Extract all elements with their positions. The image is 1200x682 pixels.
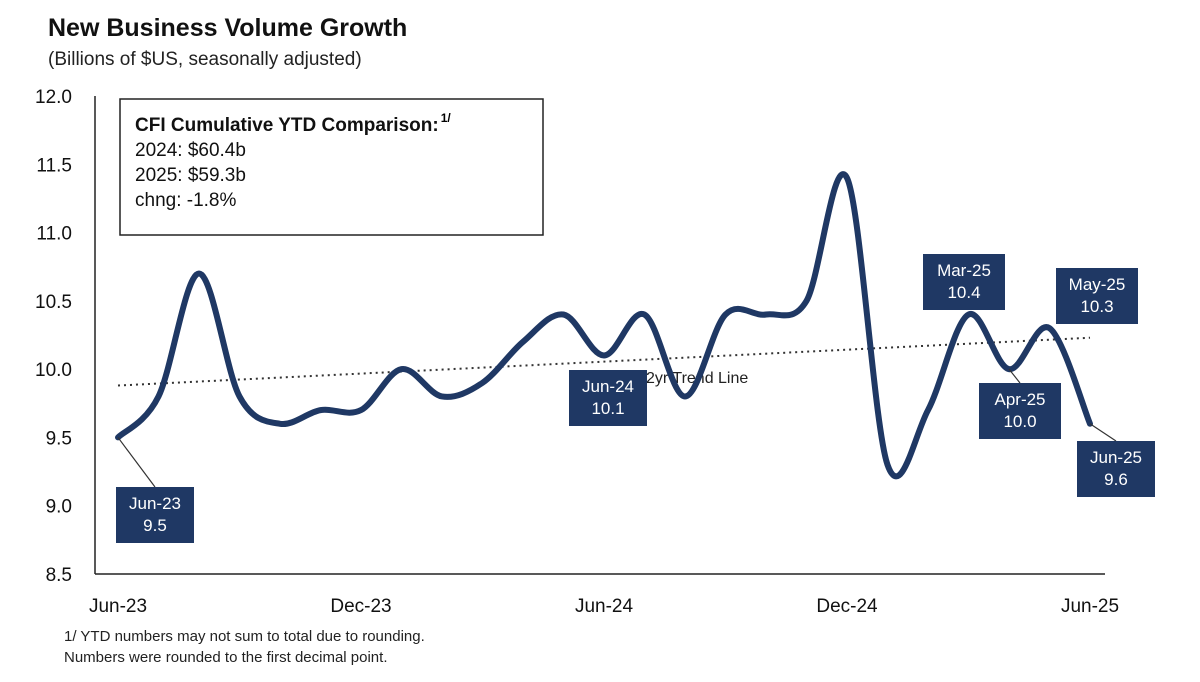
callout-box (1077, 441, 1155, 497)
y-tick-label: 10.0 (35, 360, 72, 381)
ytd-comparison-box: CFI Cumulative YTD Comparison: 1/2024: $6… (119, 98, 544, 236)
callout-label: 10.1 (591, 399, 624, 418)
callout-leader-line (117, 437, 156, 488)
footnote-line-2: Numbers were rounded to the first decima… (64, 649, 388, 666)
callout-box (116, 487, 194, 543)
ytd-line: 2024: $60.4b (135, 140, 246, 161)
callout-leader-line (1008, 368, 1021, 384)
callout-label: 9.6 (1104, 470, 1128, 489)
chart-subtitle: (Billions of $US, seasonally adjusted) (48, 49, 362, 70)
y-tick-label: 9.5 (46, 428, 72, 449)
callout-label: 10.4 (947, 283, 980, 302)
callout-label: 10.3 (1080, 297, 1113, 316)
y-tick-label: 8.5 (46, 565, 72, 586)
series-line (115, 171, 1093, 480)
y-tick-label: 11.5 (36, 155, 72, 176)
callout-box (979, 383, 1061, 439)
x-tick-label: Jun-25 (1061, 596, 1119, 617)
callout-label: Jun-24 (582, 377, 634, 396)
callout-leaders (117, 368, 1117, 488)
ytd-box-border (119, 98, 544, 236)
y-tick-label: 10.5 (35, 292, 72, 313)
callout-label: Jun-25 (1090, 448, 1142, 467)
chart-title: New Business Volume Growth (48, 14, 408, 42)
callout-label: May-25 (1069, 275, 1126, 294)
ytd-line: chng: -1.8% (135, 190, 236, 211)
axes: 8.5 9.0 9.5 10.0 10.5 11.0 11.5 12.0 Jun-23 Dec-2… (35, 87, 1119, 617)
callout-box (1056, 268, 1138, 324)
callouts-group: Jun-23 9.5 Jun-24 10.1 Mar-25 10.4 Apr-25 10.0 M… (116, 254, 1155, 543)
ytd-line: 2025: $59.3b (135, 165, 246, 186)
callout-label: Jun-23 (129, 494, 181, 513)
x-tick-label: Dec-24 (816, 596, 878, 617)
callout-label: Apr-25 (994, 390, 1045, 409)
callout-box (569, 370, 647, 426)
footnote-line-1: 1/ YTD numbers may not sum to total due … (64, 628, 425, 645)
x-tick-label: Jun-23 (89, 596, 147, 617)
footnote: 1/ YTD numbers may not sum to total due … (64, 626, 425, 668)
callout-label: 10.0 (1003, 412, 1036, 431)
x-tick-label: Dec-23 (330, 596, 391, 617)
callout-label: 9.5 (143, 516, 167, 535)
ytd-heading: CFI Cumulative YTD Comparison: (135, 115, 439, 136)
series-group (115, 171, 1093, 480)
ytd-heading-footnote-mark: 1/ (441, 111, 452, 125)
trend-line (117, 336, 1091, 387)
y-tick-label: 9.0 (46, 497, 72, 518)
y-tick-label: 12.0 (35, 87, 72, 108)
y-tick-label: 11.0 (36, 224, 72, 245)
callout-label: Mar-25 (937, 261, 991, 280)
callout-box (923, 254, 1005, 310)
x-tick-label: Jun-24 (575, 596, 634, 617)
callout-leader-line (1089, 423, 1117, 442)
